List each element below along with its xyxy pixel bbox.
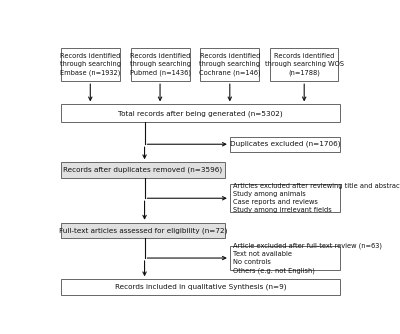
Text: Records included in qualitative Synthesis (n=9): Records included in qualitative Synthesi… (114, 284, 286, 290)
Text: Articles excluded after reviewing title and abstract (n=3524)
Study among animal: Articles excluded after reviewing title … (233, 183, 400, 213)
FancyBboxPatch shape (230, 184, 340, 212)
FancyBboxPatch shape (61, 162, 225, 178)
FancyBboxPatch shape (61, 279, 340, 295)
FancyBboxPatch shape (230, 137, 340, 152)
Text: Records identified
through searching
Embase (n=1932): Records identified through searching Emb… (60, 53, 121, 76)
FancyBboxPatch shape (230, 246, 340, 270)
FancyBboxPatch shape (61, 223, 225, 238)
Text: Records identified
through searching
Pubmed (n=1436): Records identified through searching Pub… (130, 53, 190, 76)
FancyBboxPatch shape (200, 48, 259, 81)
FancyBboxPatch shape (270, 48, 338, 81)
Text: Records after duplicates removed (n=3596): Records after duplicates removed (n=3596… (64, 167, 222, 173)
Text: Full-text articles assessed for eligibility (n=72): Full-text articles assessed for eligibil… (59, 227, 227, 234)
Text: Records identified
through searching
Cochrane (n=146): Records identified through searching Coc… (199, 53, 261, 76)
Text: Article excluded after full-text review (n=63)
Text not available
No controls
Ot: Article excluded after full-text review … (233, 242, 382, 274)
FancyBboxPatch shape (61, 48, 120, 81)
Text: Total records after being generated (n=5302): Total records after being generated (n=5… (118, 110, 283, 117)
Text: Duplicates excluded (n=1706): Duplicates excluded (n=1706) (230, 141, 340, 148)
FancyBboxPatch shape (61, 104, 340, 122)
FancyBboxPatch shape (131, 48, 190, 81)
Text: Records identified
through searching WOS
(n=1788): Records identified through searching WOS… (265, 53, 344, 76)
